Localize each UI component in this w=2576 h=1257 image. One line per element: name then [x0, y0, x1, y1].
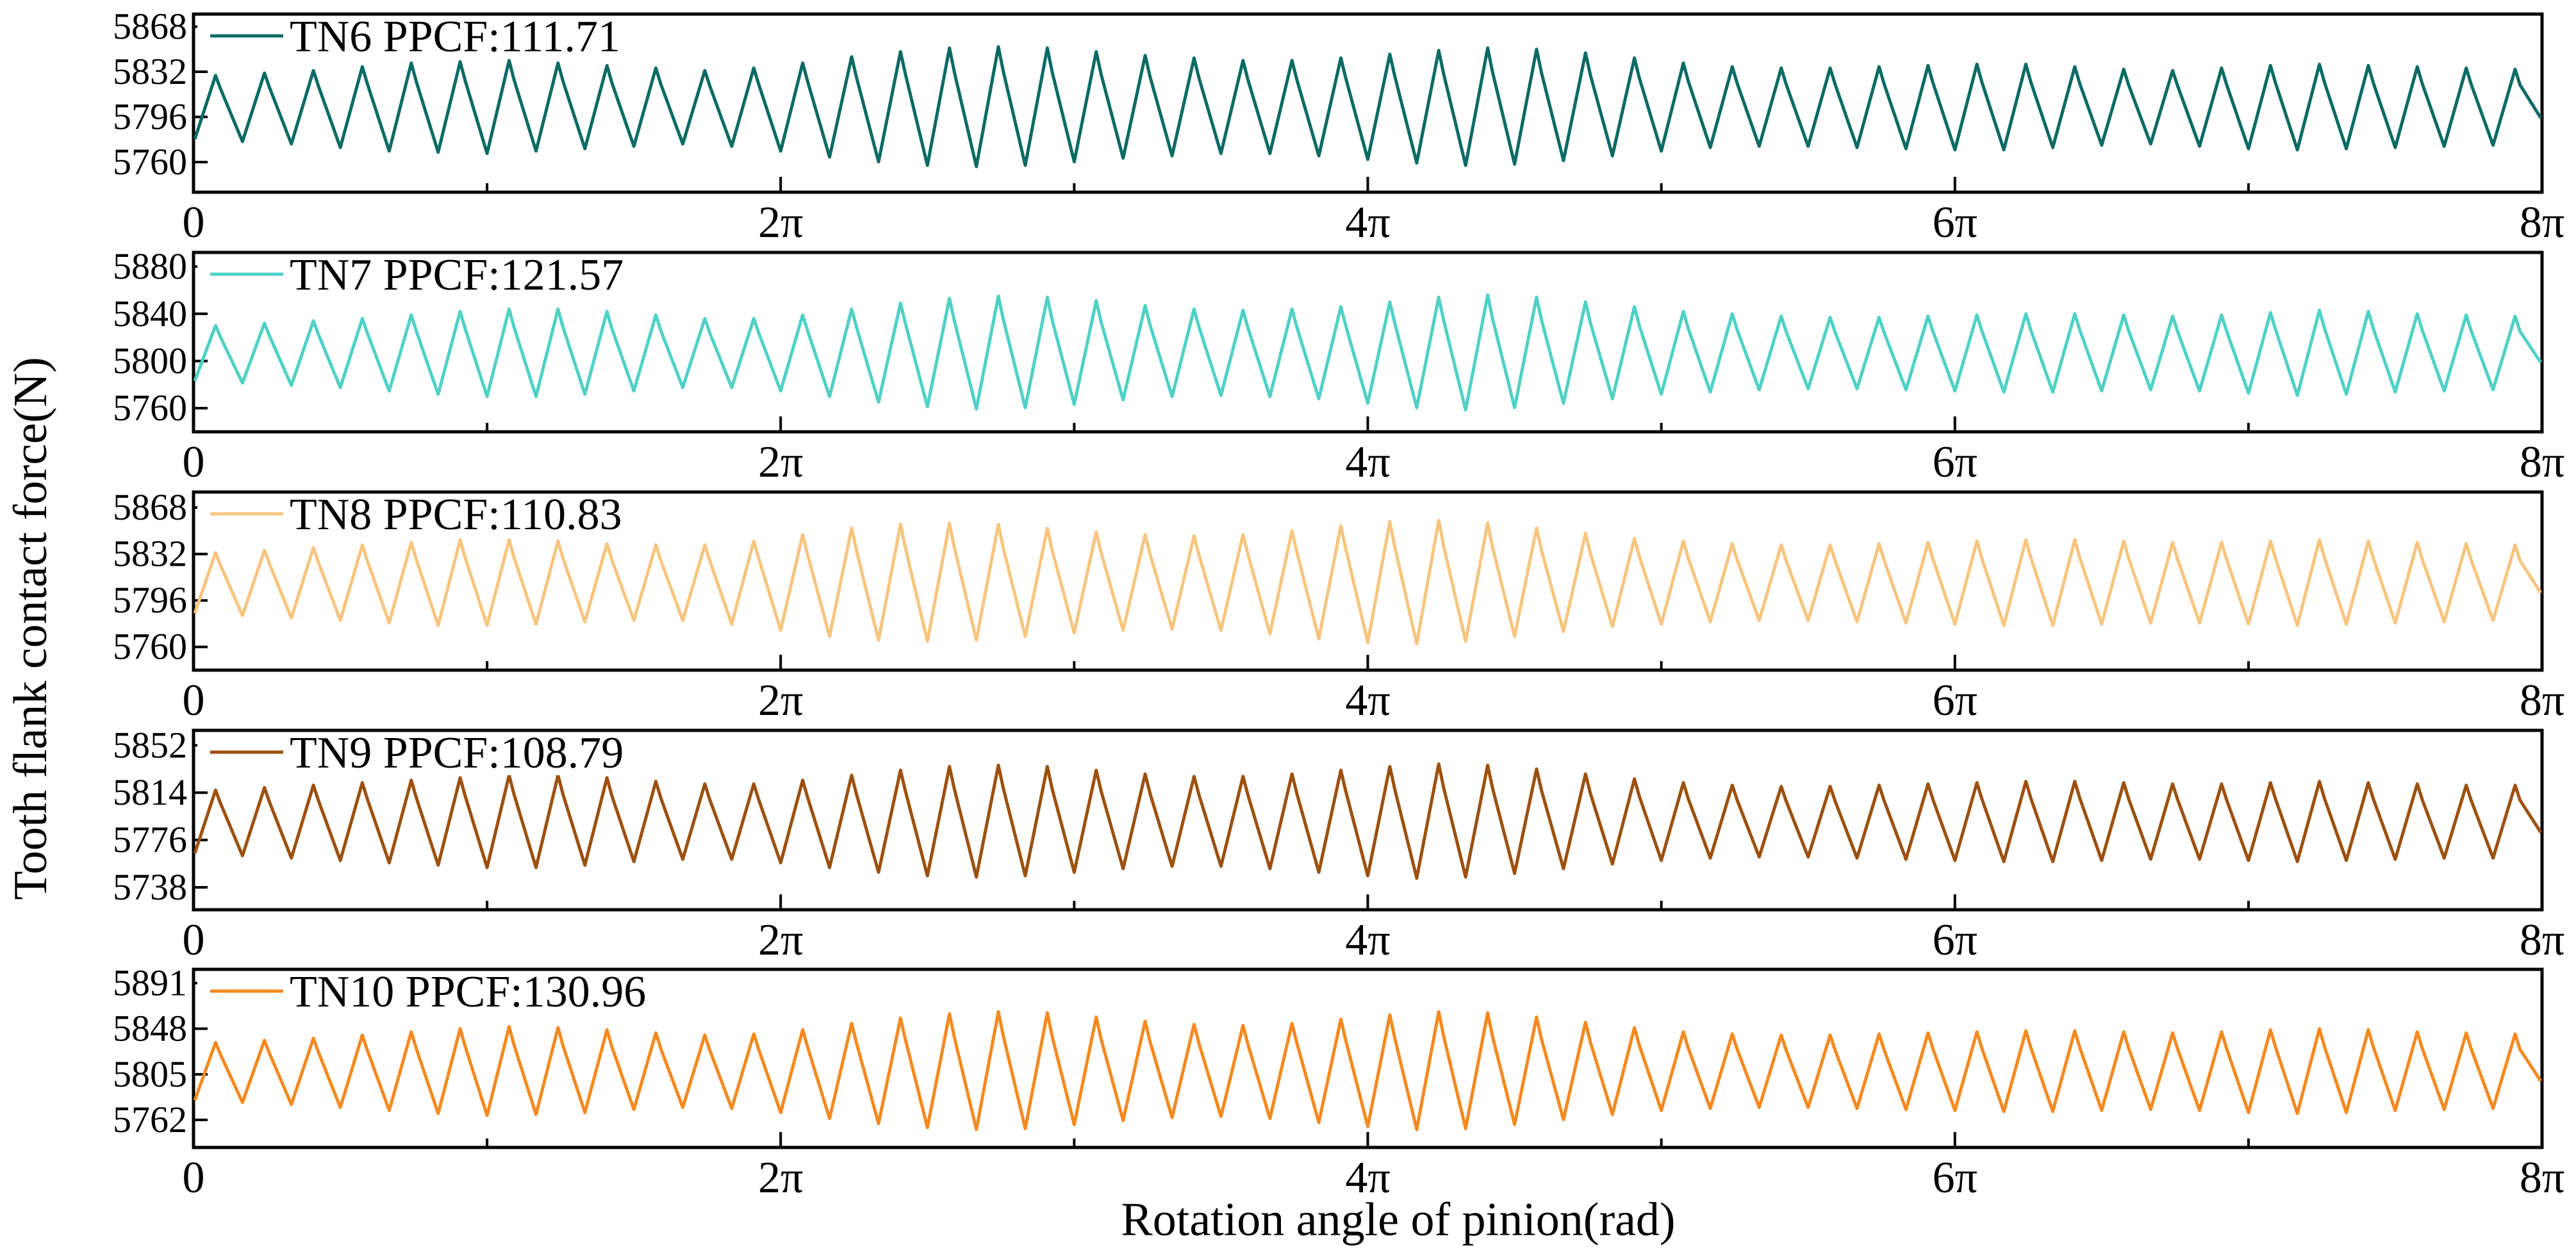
legend-background: [197, 733, 710, 775]
legend-background: [197, 495, 710, 537]
legend-label-tn8: TN8 PPCF:110.83: [290, 490, 622, 539]
x-tick-label: 8π: [2520, 916, 2564, 965]
x-tick-label: 8π: [2520, 1153, 2564, 1203]
series-line-tn10: [193, 1010, 2543, 1131]
x-tick-label: 4π: [1345, 198, 1390, 247]
y-tick-label: 5832: [113, 51, 187, 92]
x-tick-label: 0: [183, 1153, 205, 1203]
y-tick-label: 5760: [113, 141, 187, 183]
y-tick-label: 5805: [113, 1053, 187, 1095]
series-line-tn7: [193, 293, 2543, 412]
x-tick-label: 6π: [1933, 916, 1977, 965]
x-tick-label: 2π: [758, 916, 803, 965]
y-tick-label: 5852: [113, 724, 187, 766]
x-tick-label: 0: [183, 916, 205, 965]
x-tick-label: 4π: [1345, 916, 1390, 965]
x-tick-label: 0: [183, 198, 205, 247]
series-line-tn8: [193, 518, 2543, 646]
panel-tn9: 5738 5776 5814 5852 0 2π 4π 6π 8π TN9 PPCF:108.79: [113, 724, 2564, 965]
x-tick-label: 6π: [1933, 1153, 1977, 1203]
x-tick-label: 0: [183, 676, 205, 725]
y-tick-label: 5738: [113, 866, 187, 908]
x-tick-label: 8π: [2520, 438, 2564, 487]
x-tick-label: 2π: [758, 438, 803, 487]
legend-background: [197, 255, 710, 297]
x-tick-label: 2π: [758, 1153, 803, 1203]
x-tick-label: 4π: [1345, 676, 1390, 725]
y-tick-label: 5776: [113, 819, 187, 860]
legend-label-tn7: TN7 PPCF:121.57: [290, 251, 623, 300]
y-tick-label: 5760: [113, 387, 187, 429]
x-tick-label: 8π: [2520, 676, 2564, 725]
y-tick-label: 5762: [113, 1099, 187, 1140]
y-tick-label: 5800: [113, 340, 187, 381]
y-tick-label: 5832: [113, 533, 187, 575]
x-tick-label: 0: [183, 438, 205, 487]
legend-label-tn9: TN9 PPCF:108.79: [290, 728, 623, 778]
x-axis-title: Rotation angle of pinion(rad): [1121, 1194, 1675, 1246]
y-tick-label: 5840: [113, 293, 187, 334]
x-tick-label: 2π: [758, 676, 803, 725]
y-tick-label: 5891: [113, 962, 187, 1004]
x-tick-label: 4π: [1345, 1153, 1390, 1203]
x-tick-label: 6π: [1933, 676, 1977, 725]
x-tick-label: 8π: [2520, 198, 2564, 247]
legend-background: [197, 972, 710, 1014]
legend-label-tn6: TN6 PPCF:111.71: [290, 12, 620, 62]
legend-background: [197, 17, 710, 59]
panel-tn7: 5760 5800 5840 5880 0 2π 4π 6π 8π TN7 PPCF:121.57: [113, 245, 2564, 487]
x-tick-label: 6π: [1933, 198, 1977, 247]
series-line-tn9: [193, 762, 2543, 880]
y-tick-label: 5868: [113, 486, 187, 528]
y-tick-label: 5814: [113, 771, 187, 813]
y-tick-label: 5760: [113, 626, 187, 668]
y-axis-title: Tooth flank contact force(N): [4, 357, 57, 900]
y-tick-label: 5868: [113, 6, 187, 47]
x-tick-label: 6π: [1933, 438, 1977, 487]
y-tick-label: 5796: [113, 96, 187, 138]
legend-label-tn10: TN10 PPCF:130.96: [290, 967, 646, 1017]
y-tick-label: 5848: [113, 1008, 187, 1049]
series-line-tn6: [193, 45, 2543, 168]
x-tick-label: 2π: [758, 198, 803, 247]
y-tick-label: 5880: [113, 245, 187, 287]
y-tick-label: 5796: [113, 579, 187, 621]
x-tick-label: 4π: [1345, 438, 1390, 487]
